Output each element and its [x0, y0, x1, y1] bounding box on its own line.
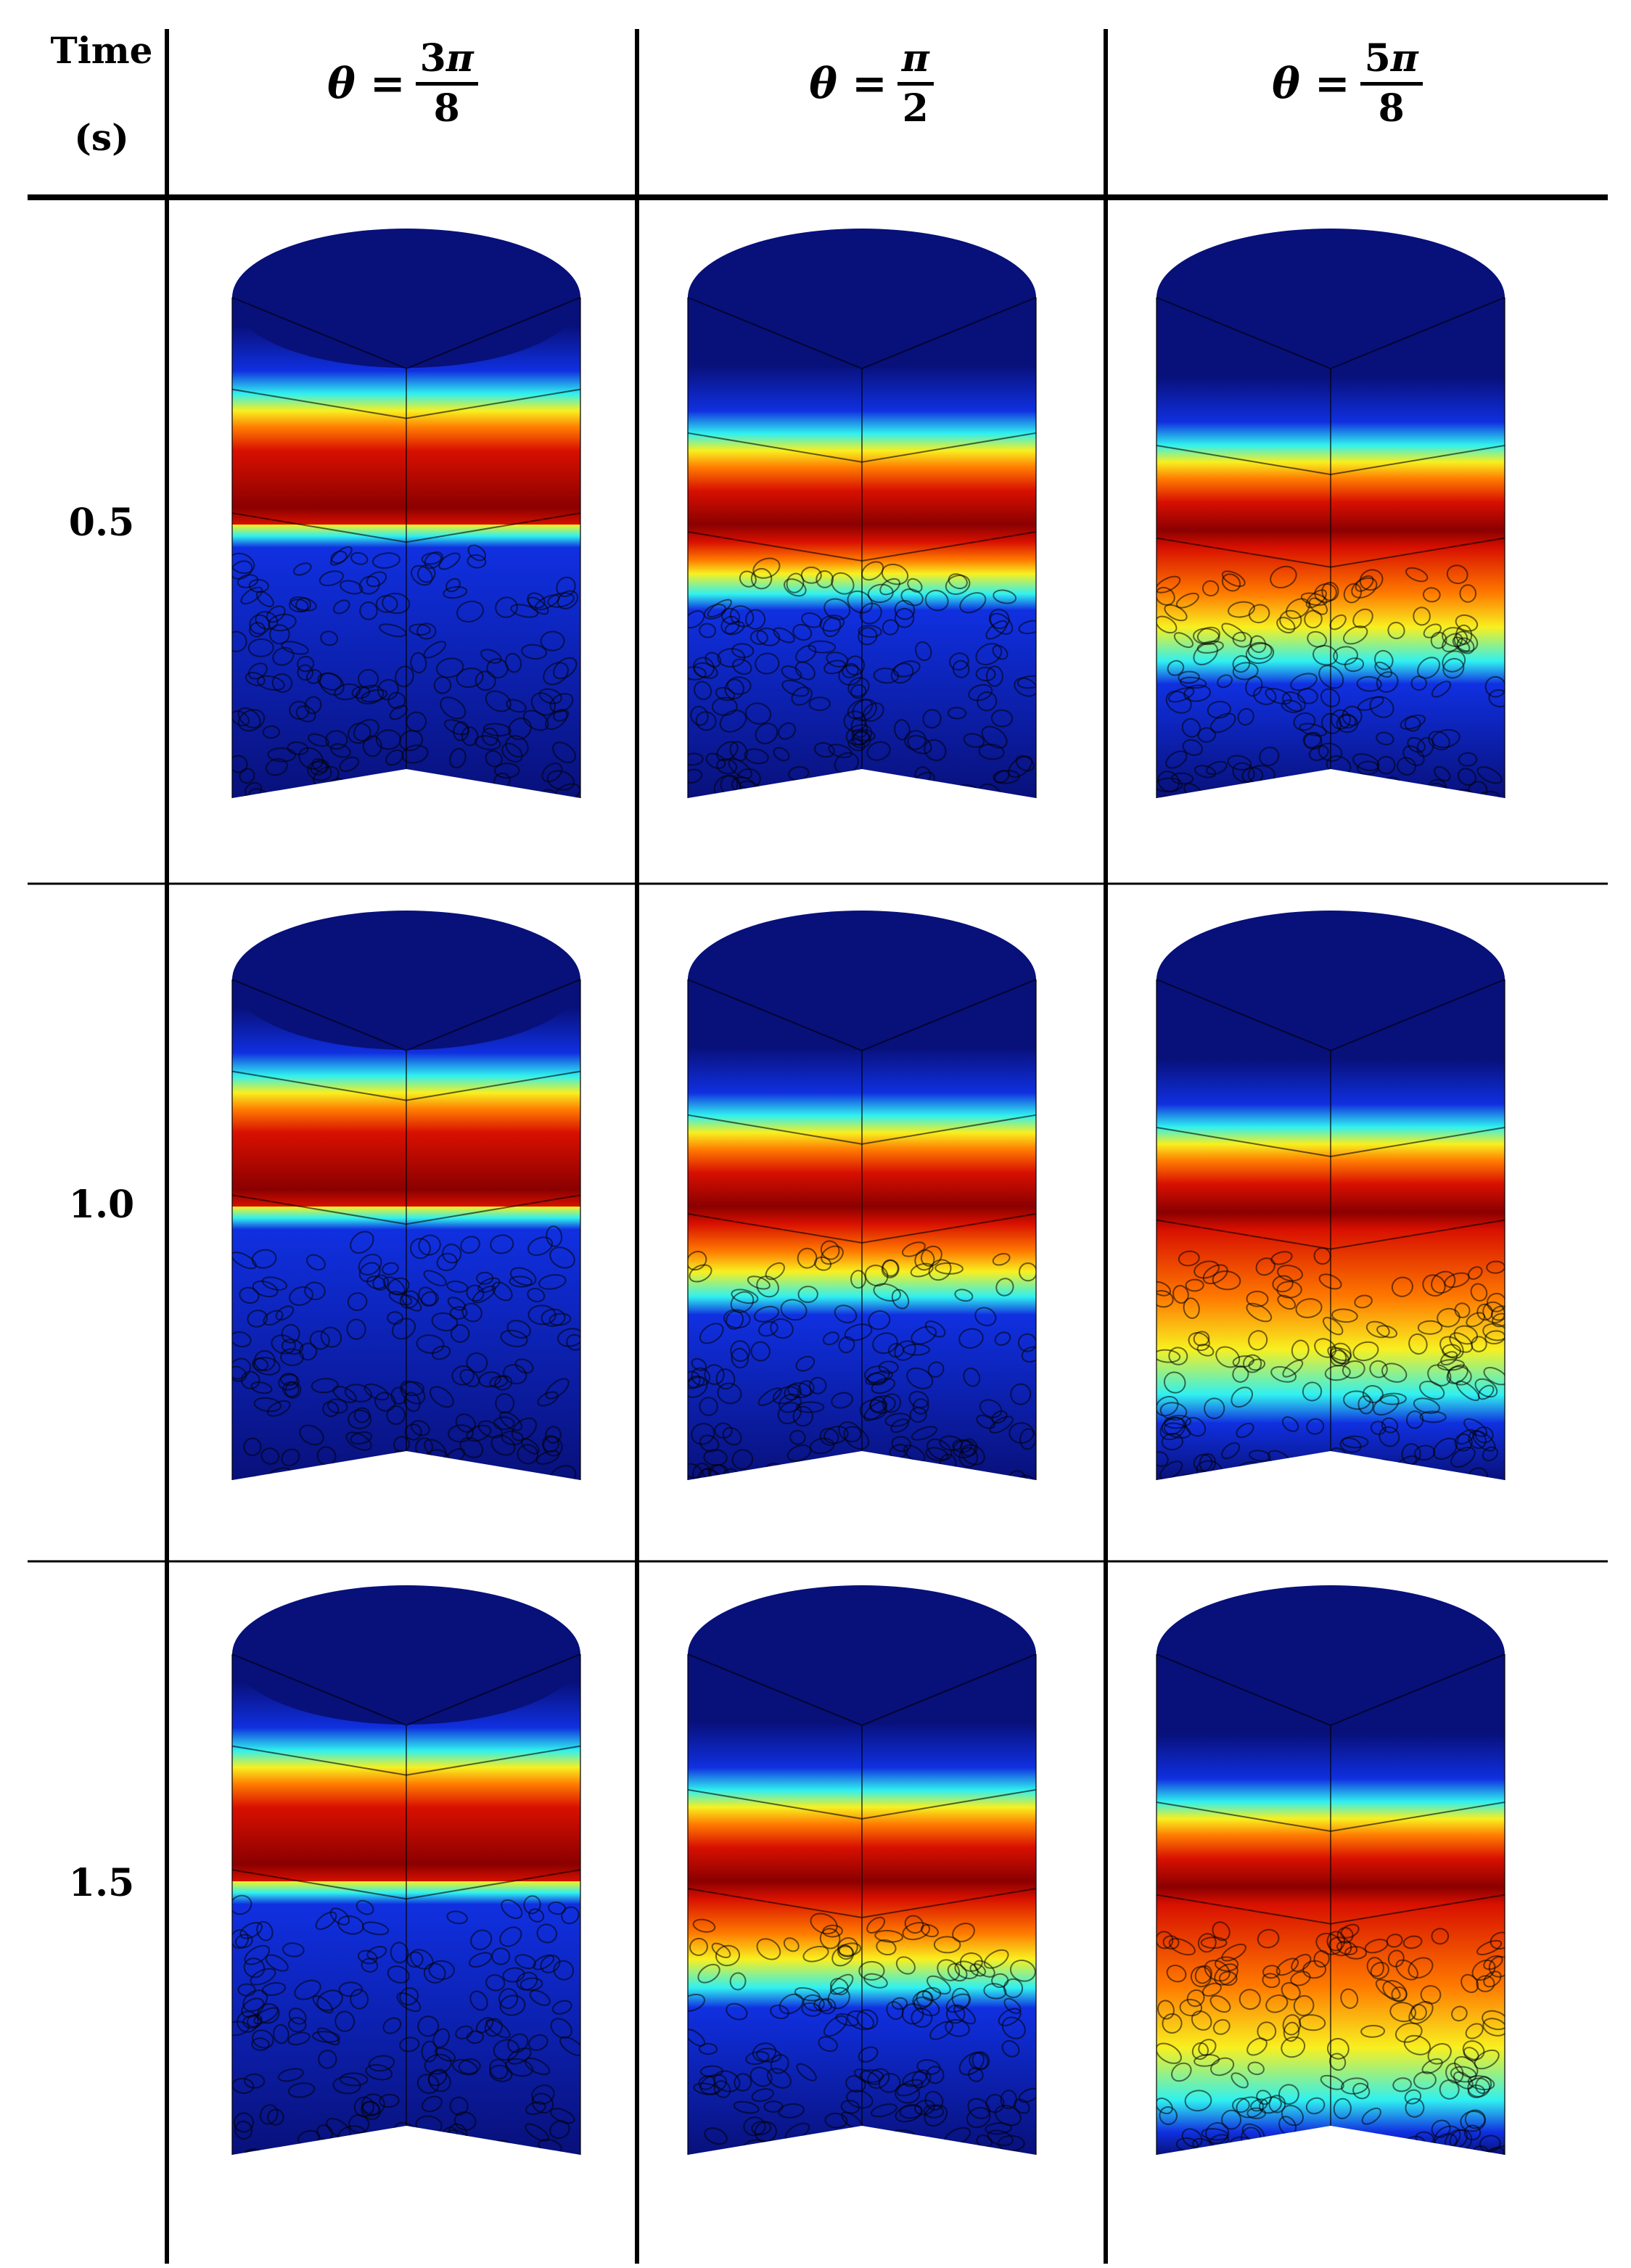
row-label-time-1-5: 1.5 — [68, 1861, 135, 1905]
simulation-image-r2-c3 — [1156, 911, 1505, 1480]
simulation-image-r1-c2 — [687, 229, 1037, 798]
simulation-image-r3-c1 — [231, 1585, 581, 2155]
simulation-image-r3-c2 — [687, 1585, 1037, 2155]
column-header-theta-3pi-8: θ = 3π 8 — [174, 29, 631, 138]
theta-prefix: θ = — [809, 59, 887, 108]
simulation-image-r2-c1 — [231, 911, 581, 1480]
simulation-image-r1-c3 — [1156, 229, 1505, 798]
fraction: π 2 — [897, 39, 934, 128]
row-label-time-0-5: 0.5 — [68, 501, 135, 545]
fraction: 3π 8 — [415, 39, 478, 128]
fraction: 5π 8 — [1360, 39, 1423, 128]
time-header-line1: Time — [50, 29, 153, 72]
column-header-theta-pi-2: θ = π 2 — [643, 29, 1100, 138]
simulation-image-r1-c1 — [231, 229, 581, 798]
row-label-time-1-0: 1.0 — [68, 1183, 135, 1227]
theta-prefix: θ = — [327, 59, 406, 108]
simulation-image-r3-c3 — [1156, 1585, 1505, 2155]
time-header-line2: (s) — [74, 116, 129, 159]
simulation-image-r2-c2 — [687, 911, 1037, 1480]
theta-prefix: θ = — [1272, 59, 1350, 108]
column-header-theta-5pi-8: θ = 5π 8 — [1112, 29, 1583, 138]
